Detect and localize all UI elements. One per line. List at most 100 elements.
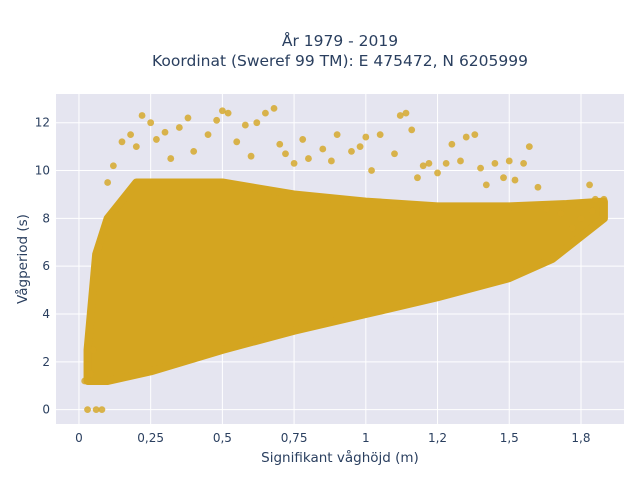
dense-scatter-mass [83, 178, 608, 385]
chart-title-line-2: Koordinat (Sweref 99 TM): E 475472, N 62… [152, 52, 528, 70]
scatter-point [299, 136, 307, 143]
scatter-point [319, 145, 327, 153]
scatter-point [368, 167, 375, 174]
scatter-point [511, 176, 519, 184]
scatter-point [253, 119, 261, 127]
scatter-point [520, 159, 527, 167]
scatter-point [396, 112, 404, 119]
scatter-point [233, 138, 241, 146]
scatter-point [132, 143, 140, 151]
scatter-point [425, 159, 433, 167]
scatter-point [356, 143, 364, 151]
scatter-point [376, 131, 384, 139]
scatter-point [167, 155, 175, 162]
x-tick-label: 1 [362, 431, 370, 445]
scatter-points [81, 104, 608, 414]
scatter-point [290, 159, 298, 167]
scatter-point [104, 219, 112, 227]
scatter-point [442, 159, 450, 167]
dense-scatter-region [83, 178, 608, 385]
scatter-point [218, 107, 226, 115]
scatter-point [327, 157, 335, 165]
scatter-point [98, 406, 106, 414]
scatter-point [457, 157, 464, 165]
y-tick-label: 2 [42, 355, 50, 369]
scatter-point [534, 183, 542, 191]
chart-title-line-1: År 1979 - 2019 [282, 31, 398, 50]
scatter-point [241, 121, 249, 129]
scatter-point [589, 207, 596, 215]
scatter-point [95, 243, 103, 251]
scatter-point [491, 159, 499, 167]
x-tick-labels: 0 0,25 0,5 0,75 1 1,2 1,5 1,8 [75, 431, 590, 445]
x-tick-label: 0,5 [213, 431, 232, 445]
scatter-point [270, 104, 278, 112]
y-tick-label: 4 [42, 307, 50, 321]
x-tick-label: 1,8 [571, 431, 590, 445]
y-tick-label: 10 [35, 164, 50, 178]
scatter-point [118, 138, 126, 146]
y-tick-label: 0 [42, 403, 50, 417]
y-tick-labels: 0 2 4 6 8 10 12 [35, 116, 50, 417]
scatter-point [568, 224, 576, 232]
x-axis-label: Signifikant våghöjd (m) [261, 449, 419, 466]
scatter-point [84, 406, 91, 414]
scatter-point [477, 164, 484, 172]
scatter-point [448, 140, 456, 148]
scatter-point [138, 112, 146, 119]
y-tick-label: 6 [42, 259, 50, 273]
scatter-point [543, 205, 550, 213]
scatter-point [402, 109, 410, 117]
y-tick-label: 12 [35, 116, 50, 130]
scatter-point [525, 143, 533, 151]
scatter-point [262, 109, 269, 117]
x-tick-label: 0 [75, 431, 83, 445]
scatter-point [224, 109, 232, 117]
scatter-point [184, 114, 192, 122]
scatter-point [282, 150, 289, 158]
scatter-point [462, 133, 470, 141]
scatter-point [348, 147, 355, 155]
scatter-point [204, 131, 212, 139]
scatter-point [505, 157, 513, 165]
x-tick-label: 0,25 [137, 431, 164, 445]
x-tick-label: 1,2 [428, 431, 447, 445]
scatter-point [482, 181, 490, 189]
scatter-point [471, 131, 479, 139]
scatter-point [104, 179, 112, 186]
scatter-point [434, 169, 441, 177]
scatter-point [557, 210, 565, 217]
scatter-point [89, 346, 97, 354]
scatter-point [175, 124, 183, 131]
y-tick-label: 8 [42, 211, 50, 225]
scatter-point [81, 377, 89, 385]
scatter-point [109, 162, 117, 170]
scatter-point [305, 155, 312, 162]
scatter-point [153, 136, 160, 143]
scatter-point [591, 195, 599, 203]
scatter-point [333, 131, 341, 139]
scatter-point [414, 174, 421, 182]
scatter-point [92, 406, 100, 414]
scatter-point [391, 150, 398, 158]
scatter-point [161, 128, 169, 136]
scatter-point [247, 152, 255, 160]
scatter-point [408, 126, 416, 134]
scatter-point [213, 116, 221, 124]
y-axis-label: Vågperiod (s) [14, 214, 31, 304]
scatter-point [276, 140, 284, 148]
scatter-point [419, 162, 427, 170]
scatter-point [127, 131, 134, 139]
x-tick-label: 0,75 [281, 431, 308, 445]
scatter-point [500, 174, 507, 182]
scatter-point [190, 147, 198, 155]
x-tick-label: 1,5 [500, 431, 519, 445]
scatter-point [147, 119, 155, 127]
scatter-point [362, 133, 370, 141]
scatter-point [586, 181, 593, 189]
scatter-point [87, 370, 94, 378]
scatter-point [577, 214, 585, 222]
scatter-point [600, 195, 608, 203]
